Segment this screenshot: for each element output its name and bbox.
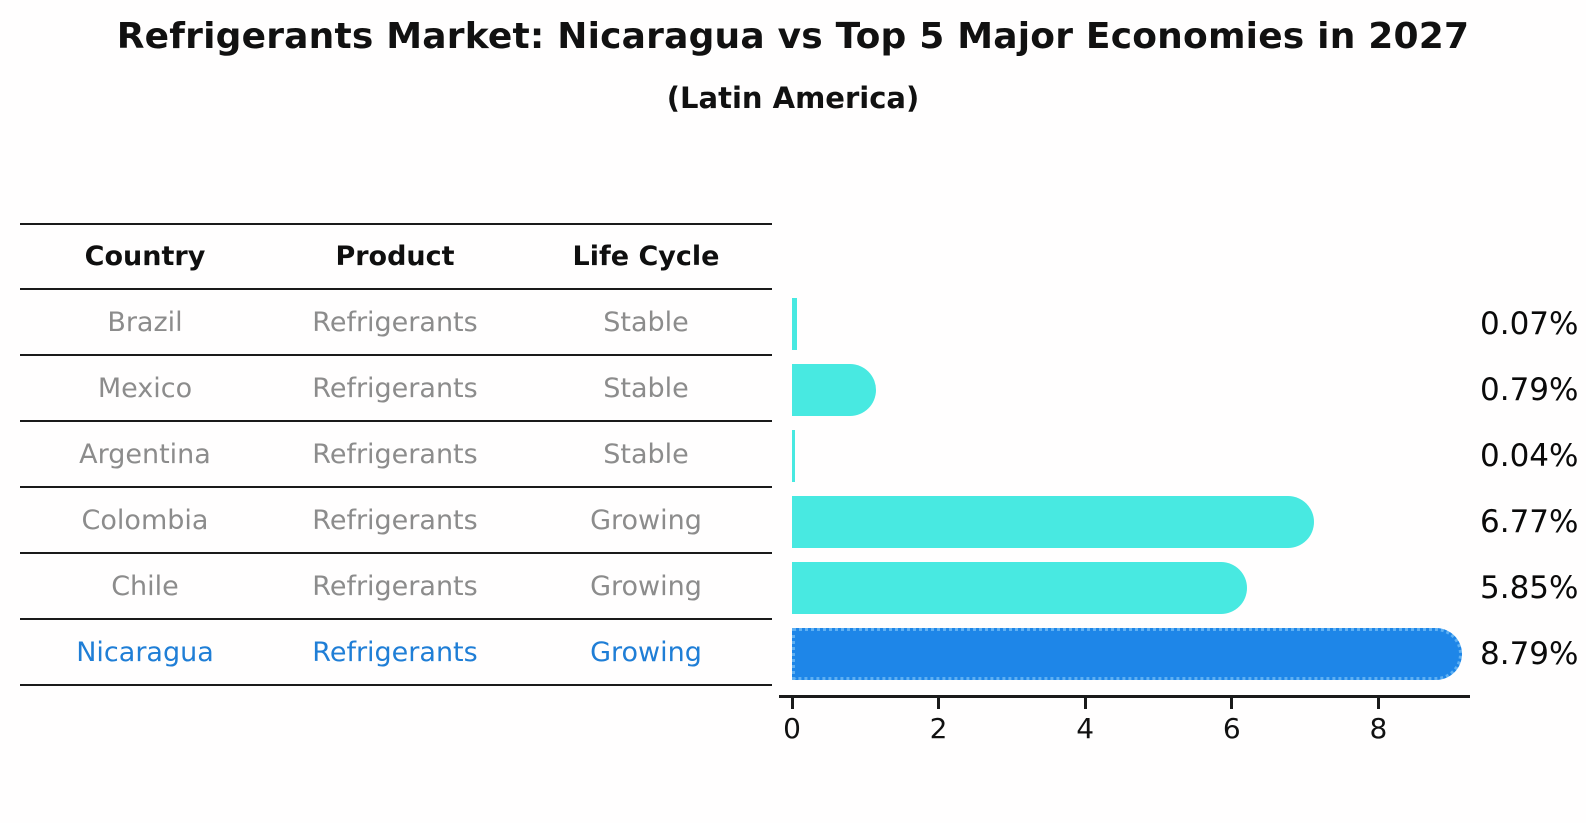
table-row: Brazil Refrigerants Stable [20, 290, 772, 356]
value-label-chile: 5.85% [1480, 570, 1579, 606]
cell-country: Brazil [107, 306, 183, 338]
x-axis-line [779, 695, 1470, 698]
bar-chile [792, 562, 1247, 614]
table-row: Nicaragua Refrigerants Growing [20, 620, 772, 686]
value-label-mexico: 0.79% [1480, 372, 1579, 408]
cell-country: Nicaragua [76, 636, 214, 668]
chart-title: Refrigerants Market: Nicaragua vs Top 5 … [116, 16, 1470, 57]
x-axis-tick-0 [790, 698, 794, 709]
column-header-lifecycle: Life Cycle [572, 241, 720, 272]
cell-product: Refrigerants [312, 570, 478, 602]
x-axis-tick-label-6: 6 [1222, 712, 1241, 745]
country-table: Country Product Life Cycle Brazil Refrig… [20, 223, 772, 686]
bar-nicaragua [792, 628, 1463, 680]
x-axis-tick-6 [1230, 698, 1234, 709]
table-row: Chile Refrigerants Growing [20, 554, 772, 620]
cell-lifecycle: Growing [590, 504, 702, 536]
table-row: Colombia Refrigerants Growing [20, 488, 772, 554]
value-label-nicaragua: 8.79% [1480, 636, 1579, 672]
bar-brazil [792, 298, 798, 350]
x-axis-tick-label-4: 4 [1076, 712, 1095, 745]
column-header-product: Product [335, 241, 455, 272]
x-axis-tick-label-0: 0 [783, 712, 801, 745]
x-axis-tick-label-8: 8 [1369, 712, 1388, 745]
cell-country: Mexico [97, 372, 193, 404]
cell-country: Chile [111, 570, 179, 602]
table-row: Argentina Refrigerants Stable [20, 422, 772, 488]
cell-lifecycle: Stable [603, 306, 689, 338]
bar-colombia [792, 496, 1315, 548]
table-row: Mexico Refrigerants Stable [20, 356, 772, 422]
cell-country: Colombia [81, 504, 209, 536]
cell-country: Argentina [79, 438, 211, 470]
value-label-brazil: 0.07% [1480, 306, 1579, 342]
bar-argentina [792, 430, 795, 482]
value-label-colombia: 6.77% [1480, 504, 1579, 540]
x-axis-tick-8 [1376, 698, 1380, 709]
chart-subtitle: (Latin America) [666, 81, 920, 115]
cell-lifecycle: Stable [603, 372, 689, 404]
plot-area [792, 285, 1470, 697]
cell-product: Refrigerants [312, 504, 478, 536]
cell-lifecycle: Growing [590, 570, 702, 602]
column-header-country: Country [84, 241, 206, 272]
table-header-row: Country Product Life Cycle [20, 225, 772, 290]
cell-product: Refrigerants [312, 372, 478, 404]
cell-lifecycle: Growing [590, 636, 702, 668]
cell-product: Refrigerants [312, 636, 478, 668]
bar-mexico [792, 364, 876, 416]
cell-product: Refrigerants [312, 438, 478, 470]
x-axis-tick-4 [1083, 698, 1087, 709]
cell-lifecycle: Stable [603, 438, 689, 470]
table-body: Brazil Refrigerants Stable Mexico Refrig… [20, 290, 772, 686]
x-axis-tick-2 [937, 698, 941, 709]
x-axis-tick-label-2: 2 [929, 712, 948, 745]
cell-product: Refrigerants [312, 306, 478, 338]
value-label-argentina: 0.04% [1480, 438, 1579, 474]
